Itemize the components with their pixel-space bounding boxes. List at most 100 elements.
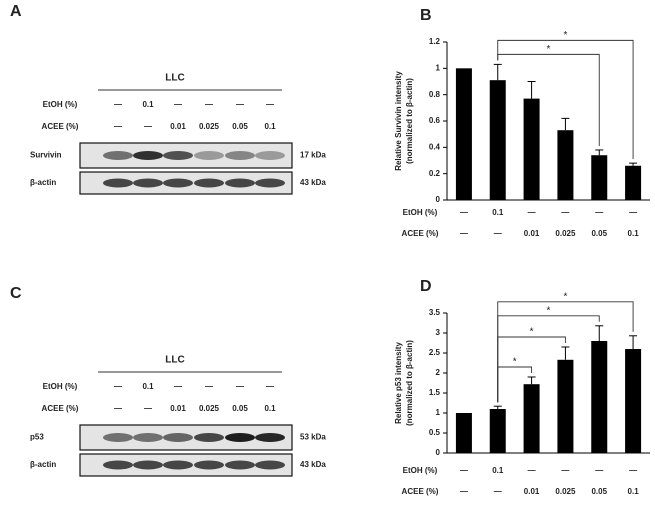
row-value: —	[266, 100, 274, 109]
row-label: ACEE (%)	[42, 122, 79, 131]
bar	[557, 130, 574, 200]
significance-bracket	[497, 53, 600, 146]
bar	[455, 413, 472, 453]
significance-mark: *	[530, 327, 534, 338]
cell-line: LLC	[165, 73, 184, 84]
panel-label: D	[420, 278, 432, 295]
row-value: —	[114, 404, 122, 413]
y-axis-label: (normalized to β-actin)	[405, 78, 414, 164]
row-value: 0.01	[170, 404, 186, 413]
row-value: —	[595, 208, 603, 217]
row-value: —	[561, 208, 569, 217]
y-axis-label: (normalized to β-actin)	[405, 340, 414, 426]
blot-size: 53 kDa	[300, 433, 326, 442]
row-label: ACEE (%)	[402, 229, 439, 238]
panel-label: A	[10, 3, 22, 20]
row-value: —	[144, 122, 152, 131]
y-axis-label: Relative p53 intensity	[394, 342, 403, 424]
row-label: ACEE (%)	[42, 404, 79, 413]
row-value: —	[174, 382, 182, 391]
bar	[523, 98, 540, 200]
row-value: 0.025	[555, 487, 576, 496]
y-tick-label: 1	[436, 63, 441, 72]
bar	[455, 68, 472, 200]
blot-label: p53	[30, 433, 44, 442]
band	[255, 433, 285, 442]
y-axis-label: Relative Survivin intensity	[394, 71, 403, 171]
row-value: —	[629, 466, 637, 475]
row-value: —	[205, 100, 213, 109]
row-value: —	[494, 229, 502, 238]
band	[194, 151, 224, 160]
row-value: 0.1	[492, 208, 504, 217]
row-value: 0.025	[199, 404, 220, 413]
band	[255, 178, 285, 188]
row-value: 0.1	[264, 404, 276, 413]
band	[133, 151, 163, 160]
row-value: —	[528, 466, 536, 475]
row-label: EtOH (%)	[43, 100, 78, 109]
band	[163, 151, 193, 160]
bar	[625, 165, 642, 200]
row-value: —	[114, 382, 122, 391]
significance-mark: *	[563, 30, 567, 41]
y-tick-label: 0.2	[429, 169, 441, 178]
bar	[489, 409, 506, 453]
y-tick-label: 1	[436, 408, 441, 417]
band	[103, 151, 133, 160]
row-value: 0.05	[232, 122, 248, 131]
row-value: —	[205, 382, 213, 391]
band	[225, 433, 255, 442]
band	[255, 460, 285, 470]
y-tick-label: 0.6	[429, 116, 441, 125]
row-value: —	[595, 466, 603, 475]
significance-mark: *	[513, 357, 517, 368]
row-value: 0.1	[264, 122, 276, 131]
row-value: 0.1	[142, 100, 154, 109]
row-label: ACEE (%)	[402, 487, 439, 496]
row-value: 0.1	[142, 382, 154, 391]
significance-mark: *	[547, 44, 551, 55]
band	[163, 178, 193, 188]
row-label: EtOH (%)	[43, 382, 78, 391]
band	[255, 151, 285, 160]
row-label: EtOH (%)	[403, 466, 438, 475]
row-value: —	[114, 100, 122, 109]
band	[133, 433, 163, 442]
bar	[591, 341, 608, 453]
blot-size: 43 kDa	[300, 178, 326, 187]
band	[163, 433, 193, 442]
band	[194, 460, 224, 470]
row-value: —	[528, 208, 536, 217]
y-tick-label: 0.4	[429, 142, 441, 151]
significance-bracket	[497, 301, 634, 403]
row-value: —	[460, 229, 468, 238]
row-value: —	[266, 382, 274, 391]
band	[163, 460, 193, 470]
row-value: 0.01	[524, 229, 540, 238]
band	[225, 460, 255, 470]
row-label: EtOH (%)	[403, 208, 438, 217]
row-value: —	[236, 100, 244, 109]
row-value: —	[460, 466, 468, 475]
band	[103, 433, 133, 442]
row-value: —	[460, 208, 468, 217]
y-tick-label: 3	[436, 328, 441, 337]
blot-label: β-actin	[30, 460, 56, 469]
bar	[523, 384, 540, 453]
band	[103, 460, 133, 470]
significance-mark: *	[547, 305, 551, 316]
blot-size: 17 kDa	[300, 151, 326, 160]
row-value: 0.01	[524, 487, 540, 496]
cell-line: LLC	[165, 355, 184, 366]
band	[225, 178, 255, 188]
y-tick-label: 2	[436, 368, 441, 377]
bar	[557, 359, 574, 453]
y-tick-label: 0	[436, 448, 441, 457]
band	[133, 178, 163, 188]
row-value: —	[629, 208, 637, 217]
blot-label: Survivin	[30, 151, 62, 160]
y-tick-label: 1.2	[429, 37, 441, 46]
row-value: —	[561, 466, 569, 475]
